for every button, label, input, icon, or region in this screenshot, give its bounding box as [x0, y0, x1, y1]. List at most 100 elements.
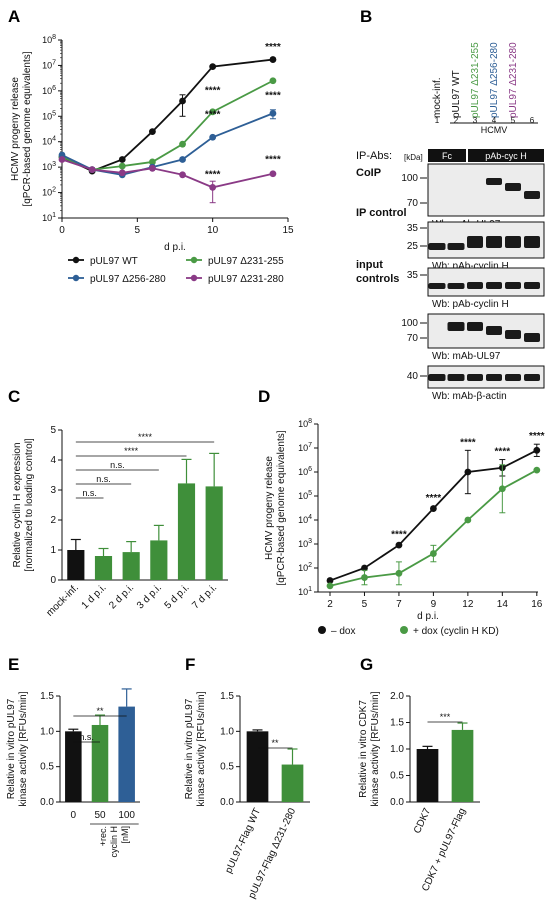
row-label: input	[356, 259, 383, 271]
y-tick-label: 107	[298, 442, 312, 453]
blot-band	[486, 374, 502, 381]
bar	[118, 707, 135, 802]
marker-label: 40	[407, 371, 419, 382]
blot-band	[486, 282, 502, 289]
blot-band	[524, 333, 540, 342]
legend-label: + dox (cyclin H KD)	[413, 626, 499, 637]
legend-label: pUL97 WT	[90, 256, 138, 267]
blot-band	[429, 243, 446, 250]
x-caption: cyclin H	[109, 826, 119, 858]
y-tick-label: 0	[50, 575, 56, 586]
x-tick-label: 7	[396, 599, 402, 610]
x-tick-label: 12	[462, 599, 474, 610]
y-tick-label: 3	[50, 485, 56, 496]
y-tick-label: 106	[298, 466, 312, 477]
x-tick-label: 1 d p.i.	[80, 582, 109, 611]
blot-band	[467, 282, 483, 289]
legend-marker	[400, 626, 408, 634]
y-tick-label: 0.5	[390, 771, 404, 782]
y-axis-label: Relative cyclin H expression	[12, 442, 23, 567]
data-point	[89, 166, 96, 173]
y-axis-label: kinase activity [RFUs/min]	[18, 691, 29, 806]
legend-marker	[73, 257, 79, 263]
x-caption: +rec.	[98, 826, 108, 846]
x-tick-label: 7 d p.i.	[190, 582, 219, 611]
significance-label: ****	[205, 109, 221, 120]
data-point	[119, 163, 126, 170]
data-point	[430, 550, 437, 557]
y-tick-label: 1.5	[390, 718, 404, 729]
bar	[247, 731, 269, 802]
blot-band	[505, 183, 521, 191]
y-axis-label: Relative in vitro pUL97	[6, 698, 17, 799]
bar	[95, 556, 112, 580]
y-tick-label: 101	[298, 586, 312, 597]
y-tick-label: 5	[50, 425, 56, 436]
data-point	[361, 574, 368, 581]
panel-label-d: D	[258, 387, 270, 406]
marker-label: 100	[401, 318, 418, 329]
panel-label-b: B	[360, 7, 372, 26]
significance-label: ****	[265, 42, 281, 53]
y-tick-label: 1.5	[220, 691, 234, 702]
lane-label: mock-inf.	[432, 77, 443, 118]
marker-label: 70	[407, 333, 419, 344]
y-axis-label: [normalized to loading control]	[24, 438, 35, 572]
data-point	[533, 447, 540, 454]
legend-marker	[191, 257, 197, 263]
data-point	[270, 56, 277, 63]
y-tick-label: 0.0	[390, 797, 404, 808]
significance-label: ****	[138, 432, 153, 442]
blot-strip	[428, 164, 544, 216]
data-point	[533, 467, 540, 474]
fc-label: Fc	[442, 151, 452, 161]
x-tick-label: pUL97-Flag WT	[223, 807, 263, 876]
legend-label: – dox	[331, 626, 355, 637]
wb-label: Wb: mAb-β-actin	[432, 391, 507, 402]
y-axis-label: HCMV progeny release	[10, 77, 21, 181]
data-point	[270, 110, 277, 117]
significance-label: **	[96, 706, 104, 716]
data-point	[430, 505, 437, 512]
data-point	[464, 469, 471, 476]
data-point	[209, 184, 216, 191]
data-point	[209, 63, 216, 70]
significance-label: ****	[205, 169, 221, 180]
lane-number: 1	[435, 116, 440, 125]
row-label: controls	[356, 273, 399, 285]
wb-label: Wb: pAb-cyclin H	[432, 299, 509, 310]
y-tick-label: 1.0	[390, 744, 404, 755]
lane-number: 2	[454, 116, 459, 125]
blot-band	[467, 374, 483, 381]
y-tick-label: 0.0	[220, 797, 234, 808]
blot-band	[448, 322, 465, 331]
significance-label: **	[271, 738, 279, 748]
y-axis-label: Relative in vitro pUL97	[184, 698, 195, 799]
legend-marker	[318, 626, 326, 634]
significance-label: ****	[265, 91, 281, 102]
x-axis-label: d p.i.	[417, 611, 439, 622]
pab-label: pAb-cyc H	[485, 151, 527, 161]
y-axis-label: kinase activity [RFUs/min]	[196, 691, 207, 806]
bar	[178, 483, 195, 580]
blot-band	[524, 236, 540, 248]
series-line	[62, 60, 273, 172]
significance-label: ****	[124, 446, 139, 456]
y-tick-label: 101	[42, 212, 56, 223]
y-axis-label: HCMV progeny release	[264, 456, 275, 560]
data-point	[464, 517, 471, 524]
significance-label: ****	[460, 437, 476, 448]
significance-label: ***	[440, 712, 451, 722]
data-point	[327, 582, 334, 589]
hcmv-label: HCMV	[481, 125, 508, 135]
x-tick-label: 14	[497, 599, 509, 610]
x-axis-label: d p.i.	[164, 242, 186, 253]
y-tick-label: 103	[298, 538, 312, 549]
lane-number: 4	[492, 116, 497, 125]
legend-label: pUL97 Δ231-255	[208, 256, 284, 267]
bar	[92, 725, 109, 802]
significance-label: ****	[426, 493, 442, 504]
y-tick-label: 0.0	[40, 797, 54, 808]
bar	[417, 749, 439, 802]
